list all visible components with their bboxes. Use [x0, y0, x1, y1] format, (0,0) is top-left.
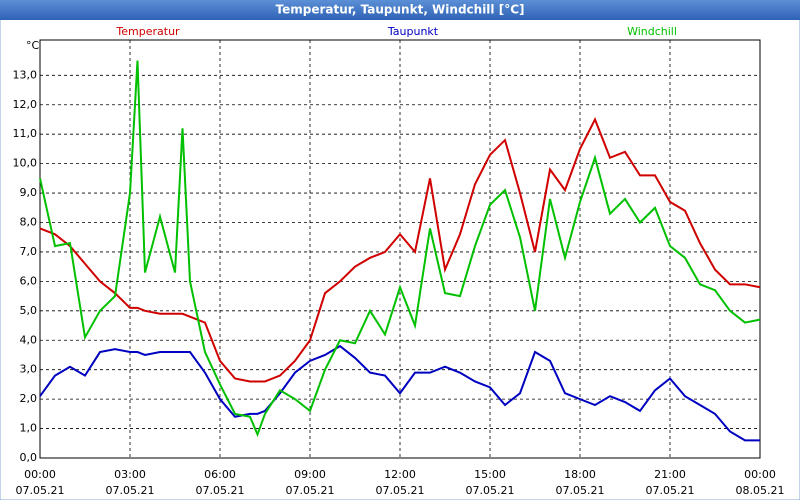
- y-tick-label: 13,0: [13, 68, 38, 81]
- y-tick-label: 5,0: [20, 304, 38, 317]
- y-axis-label: °C: [26, 39, 40, 52]
- y-tick-label: 3,0: [20, 363, 38, 376]
- legend-label: Taupunkt: [387, 25, 439, 38]
- x-tick-date: 07.05.21: [466, 484, 515, 497]
- y-tick-label: 11,0: [13, 127, 38, 140]
- y-tick-label: 7,0: [20, 245, 38, 258]
- y-tick-label: 10,0: [13, 157, 38, 170]
- x-tick-label: 09:00: [294, 468, 326, 481]
- y-tick-label: 1,0: [20, 422, 38, 435]
- y-tick-label: 0,0: [20, 451, 38, 464]
- y-tick-label: 12,0: [13, 98, 38, 111]
- y-tick-label: 8,0: [20, 216, 38, 229]
- y-tick-label: 6,0: [20, 274, 38, 287]
- x-tick-label: 15:00: [474, 468, 506, 481]
- x-tick-label: 00:00: [744, 468, 776, 481]
- x-tick-label: 21:00: [654, 468, 686, 481]
- x-tick-date: 07.05.21: [106, 484, 155, 497]
- x-tick-date: 07.05.21: [286, 484, 335, 497]
- x-tick-label: 03:00: [114, 468, 146, 481]
- x-tick-date: 07.05.21: [646, 484, 695, 497]
- x-tick-date: 07.05.21: [376, 484, 425, 497]
- x-tick-label: 12:00: [384, 468, 416, 481]
- chart-title: Temperatur, Taupunkt, Windchill [°C]: [276, 3, 525, 17]
- legend-label: Temperatur: [115, 25, 180, 38]
- series-line: [39, 344, 760, 442]
- x-tick-label: 00:00: [24, 468, 56, 481]
- y-tick-label: 2,0: [20, 392, 38, 405]
- x-tick-date: 07.05.21: [556, 484, 605, 497]
- x-tick-date: 07.05.21: [196, 484, 245, 497]
- series-line: [39, 60, 761, 438]
- series-line: [39, 117, 761, 383]
- x-tick-date: 07.05.21: [16, 484, 65, 497]
- x-tick-label: 06:00: [204, 468, 236, 481]
- legend-label: Windchill: [627, 25, 677, 38]
- x-tick-label: 18:00: [564, 468, 596, 481]
- y-tick-label: 4,0: [20, 333, 38, 346]
- x-tick-date: 08.05.21: [736, 484, 785, 497]
- y-tick-label: 9,0: [20, 186, 38, 199]
- title-bar: [0, 0, 800, 20]
